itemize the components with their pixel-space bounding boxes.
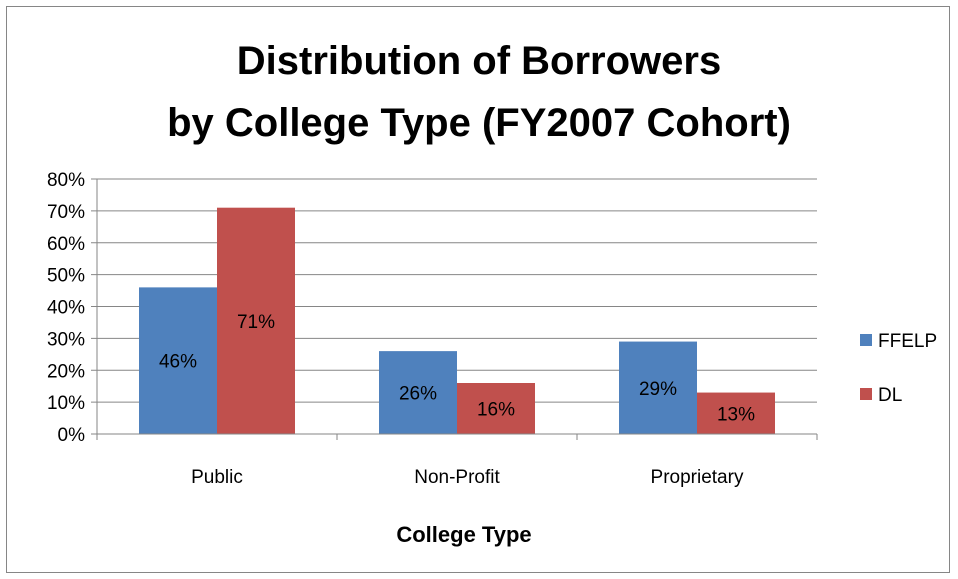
bar-dl-non-profit	[457, 383, 535, 434]
bar-dl-public	[217, 207, 295, 434]
y-axis-tick-labels: 0% 10% 20% 30% 40% 50% 60% 70% 80%	[47, 170, 85, 446]
x-axis-tick-labels: Public Non-Profit Proprietary	[191, 467, 744, 488]
y-tick-label: 30%	[47, 329, 85, 350]
bar-ffelp-public	[139, 287, 217, 434]
x-tick-label: Non-Profit	[414, 467, 500, 488]
bar-ffelp-proprietary	[619, 341, 697, 434]
data-label: 16%	[477, 400, 515, 421]
y-tick-label: 50%	[47, 266, 85, 287]
data-label: 26%	[399, 384, 437, 405]
bar-dl-proprietary	[697, 392, 775, 434]
data-label: 13%	[717, 404, 755, 425]
chart-title-line-2: by College Type (FY2007 Cohort)	[167, 101, 791, 145]
y-tick-label: 40%	[47, 298, 85, 319]
bars	[139, 207, 775, 434]
legend-swatch-dl	[860, 388, 872, 400]
x-tick-label: Public	[191, 467, 243, 488]
legend-label-ffelp: FFELP	[878, 331, 937, 352]
y-tick-label: 10%	[47, 393, 85, 414]
data-label: 29%	[639, 379, 677, 400]
legend-swatch-ffelp	[860, 334, 872, 346]
bar-ffelp-non-profit	[379, 351, 457, 434]
x-tick-label: Proprietary	[651, 467, 744, 488]
x-axis-title: College Type	[396, 522, 531, 547]
data-label: 71%	[237, 312, 275, 333]
chart-title-line-1: Distribution of Borrowers	[237, 39, 721, 83]
data-labels: 46% 71% 26% 16% 29% 13%	[159, 312, 755, 425]
data-label: 46%	[159, 352, 197, 373]
y-tick-label: 0%	[58, 425, 86, 446]
legend: FFELP DL	[860, 331, 937, 406]
y-tick-label: 70%	[47, 202, 85, 223]
y-tick-label: 60%	[47, 234, 85, 255]
y-tick-label: 20%	[47, 361, 85, 382]
y-tick-label: 80%	[47, 170, 85, 191]
legend-label-dl: DL	[878, 385, 902, 406]
